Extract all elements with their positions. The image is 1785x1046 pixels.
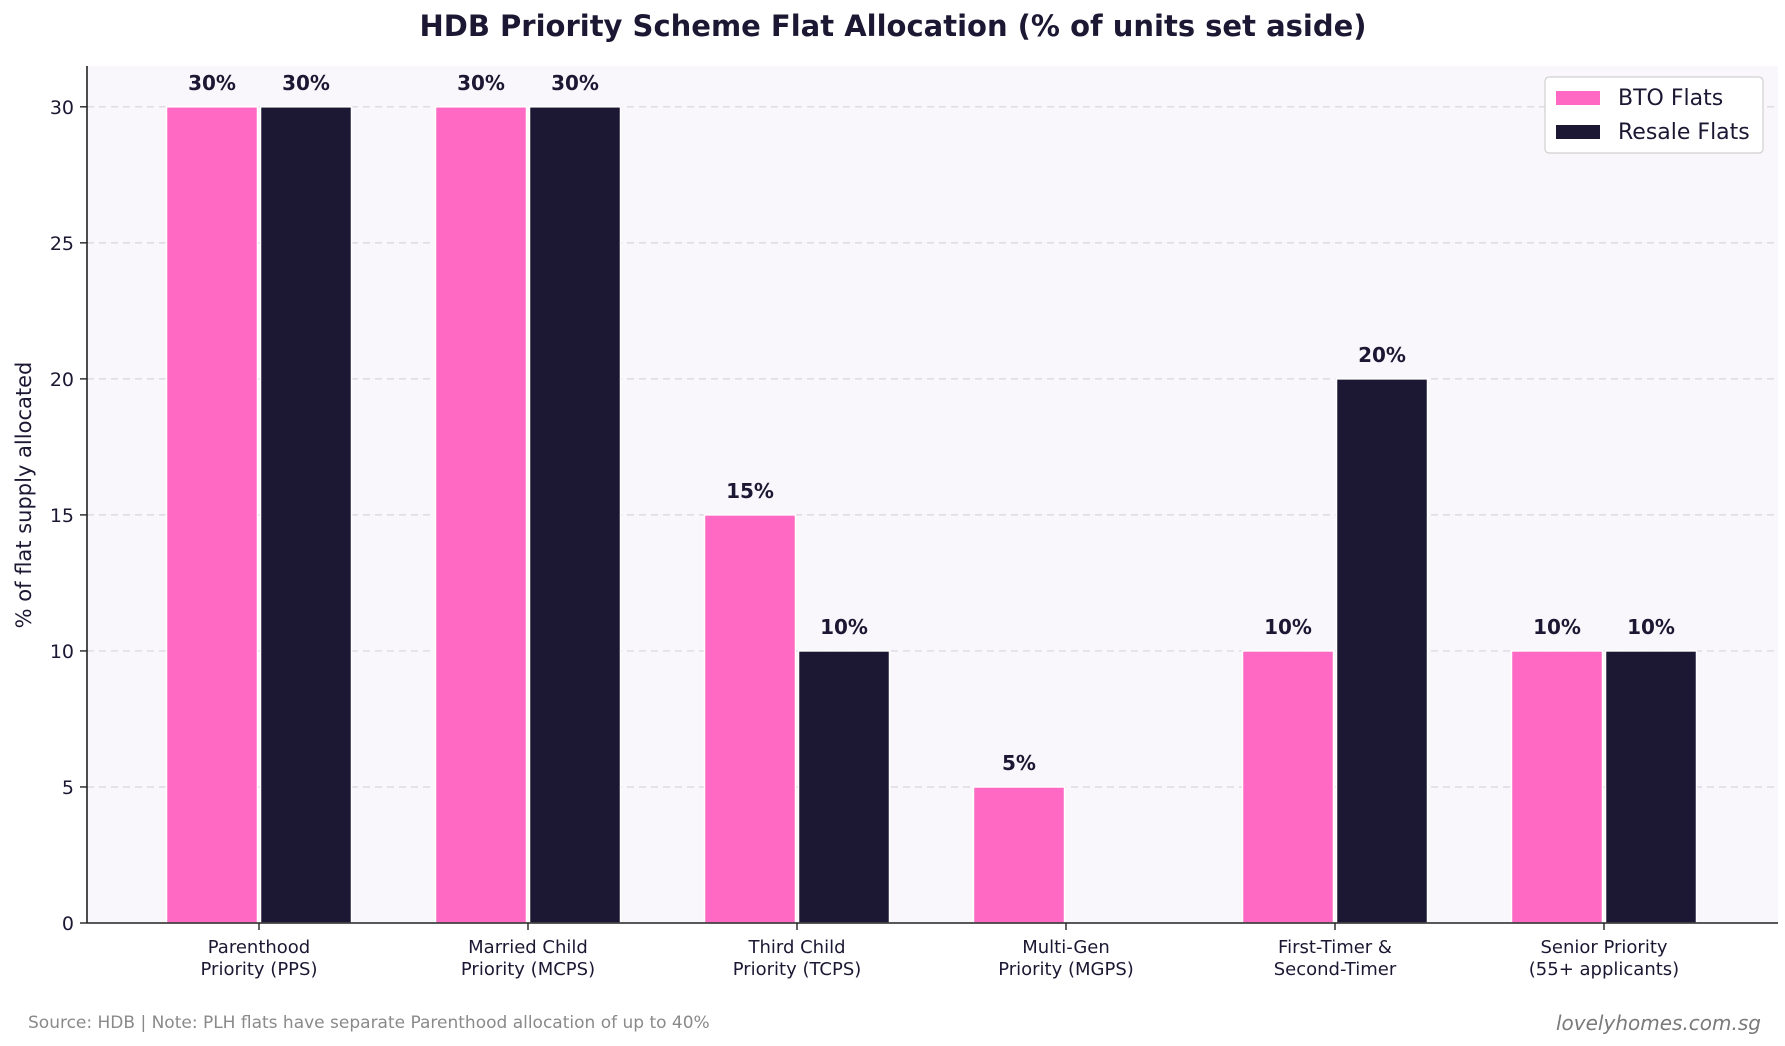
y-tick-label: 25 — [50, 233, 74, 255]
bar-resale — [528, 106, 622, 924]
bar-resale — [259, 106, 353, 924]
x-tick-label: Senior Priority — [1540, 937, 1667, 958]
x-tick-label: Parenthood — [208, 937, 310, 958]
bar-label-bto: 30% — [457, 71, 505, 95]
bar-resale — [797, 650, 891, 924]
x-tick-label: Priority (PPS) — [201, 959, 318, 980]
bar-bto — [972, 786, 1066, 924]
x-tick-label: Priority (MCPS) — [461, 959, 595, 980]
y-tick-label: 10 — [50, 641, 74, 663]
x-tick-label: Priority (TCPS) — [733, 959, 862, 980]
bar-label-bto: 10% — [1533, 615, 1581, 639]
y-tick-label: 0 — [62, 913, 74, 935]
bar-label-bto: 15% — [726, 479, 774, 503]
y-ticks: 0 5 10 15 20 25 30 — [50, 97, 87, 935]
bar-label-resale: 20% — [1358, 343, 1406, 367]
bar-label-resale: 10% — [820, 615, 868, 639]
chart: HDB Priority Scheme Flat Allocation (% o… — [12, 9, 1778, 980]
bar-resale — [1604, 650, 1698, 924]
x-tick-label: Married Child — [468, 937, 588, 958]
bar-bto — [703, 514, 797, 924]
bar-bto — [1510, 650, 1604, 924]
x-tick-label: Second-Timer — [1274, 959, 1397, 980]
bar-label-bto: 10% — [1264, 615, 1312, 639]
bar-label-resale: 10% — [1627, 615, 1675, 639]
bar-bto — [434, 106, 528, 924]
x-tick-label: Priority (MGPS) — [998, 959, 1134, 980]
site-watermark: lovelyhomes.com.sg — [1556, 1011, 1761, 1035]
legend-swatch-resale — [1556, 125, 1600, 139]
bar-label-bto: 30% — [188, 71, 236, 95]
x-tick-label: (55+ applicants) — [1529, 959, 1679, 980]
bars — [165, 106, 1698, 924]
legend-label-resale: Resale Flats — [1618, 120, 1750, 145]
y-tick-label: 20 — [50, 369, 74, 391]
x-tick-label: First-Timer & — [1278, 937, 1392, 958]
x-tick-label: Multi-Gen — [1022, 937, 1110, 958]
y-axis-label: % of flat supply allocated — [12, 362, 36, 629]
y-tick-label: 5 — [62, 777, 74, 799]
plot-background — [87, 66, 1778, 923]
bar-label-resale: 30% — [551, 71, 599, 95]
x-tick-label: Third Child — [747, 937, 845, 958]
bar-label-bto: 5% — [1002, 751, 1036, 775]
bar-labels: 30% 30% 30% 30% 15% 10% 5% 10% 20% 10% 10% — [188, 71, 1675, 775]
legend-label-bto: BTO Flats — [1618, 86, 1723, 111]
axes — [86, 66, 1778, 924]
legend-swatch-bto — [1556, 91, 1600, 105]
legend: BTO Flats Resale Flats — [1544, 76, 1764, 154]
y-tick-label: 30 — [50, 97, 74, 119]
y-tick-label: 15 — [50, 505, 74, 527]
bar-resale — [1335, 378, 1429, 924]
grid-lines — [87, 106, 1778, 788]
bar-bto — [165, 106, 259, 924]
bar-label-resale: 30% — [282, 71, 330, 95]
chart-title: HDB Priority Scheme Flat Allocation (% o… — [419, 9, 1366, 43]
source-note: Source: HDB | Note: PLH flats have separ… — [28, 1013, 710, 1033]
bar-bto — [1241, 650, 1335, 924]
